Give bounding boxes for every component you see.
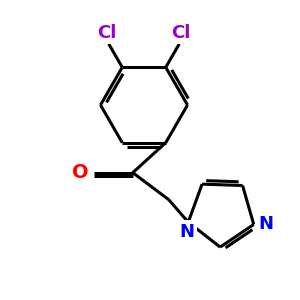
Text: O: O <box>72 163 88 182</box>
Text: Cl: Cl <box>171 23 190 41</box>
Text: Cl: Cl <box>98 23 117 41</box>
Text: N: N <box>179 223 194 241</box>
Text: N: N <box>259 215 274 233</box>
